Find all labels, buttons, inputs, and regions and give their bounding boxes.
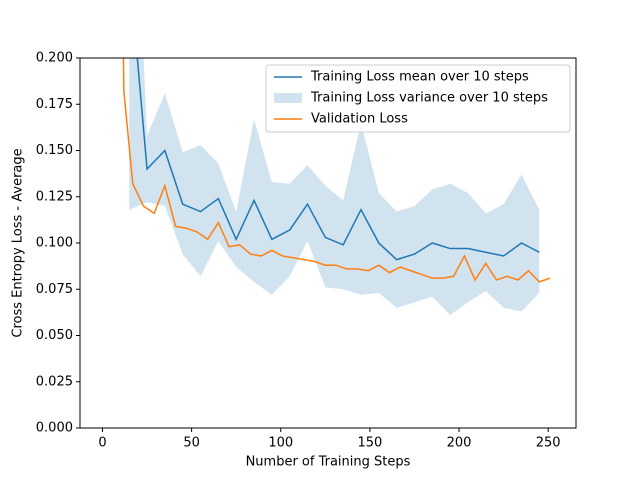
x-tick-label: 100 — [268, 436, 293, 451]
series-line — [122, 58, 551, 283]
y-tick-label: 0.175 — [36, 97, 73, 112]
y-tick-label: 0.050 — [36, 328, 73, 343]
y-tick-label: 0.100 — [36, 236, 73, 251]
x-tick-label: 250 — [536, 436, 561, 451]
x-tick-label: 50 — [183, 436, 200, 451]
y-tick-label: 0.150 — [36, 143, 73, 158]
plot-area — [122, 58, 551, 316]
legend-label: Training Loss mean over 10 steps — [310, 70, 529, 85]
y-tick-label: 0.125 — [36, 189, 73, 204]
variance-band — [129, 58, 540, 316]
x-tick-label: 200 — [447, 436, 472, 451]
y-tick-label: 0.075 — [36, 282, 73, 297]
legend-label: Training Loss variance over 10 steps — [310, 91, 548, 106]
y-tick-label: 0.025 — [36, 374, 73, 389]
y-tick-label: 0.200 — [36, 51, 73, 66]
legend-label: Validation Loss — [311, 112, 408, 127]
y-axis-label: Cross Entropy Loss - Average — [11, 148, 26, 337]
x-tick-label: 150 — [357, 436, 382, 451]
x-tick-label: 0 — [98, 436, 106, 451]
y-tick-label: 0.000 — [36, 421, 73, 436]
series-line — [136, 58, 540, 261]
legend-box — [265, 64, 571, 133]
x-axis-label: Number of Training Steps — [246, 455, 411, 470]
legend-patch — [274, 93, 302, 103]
